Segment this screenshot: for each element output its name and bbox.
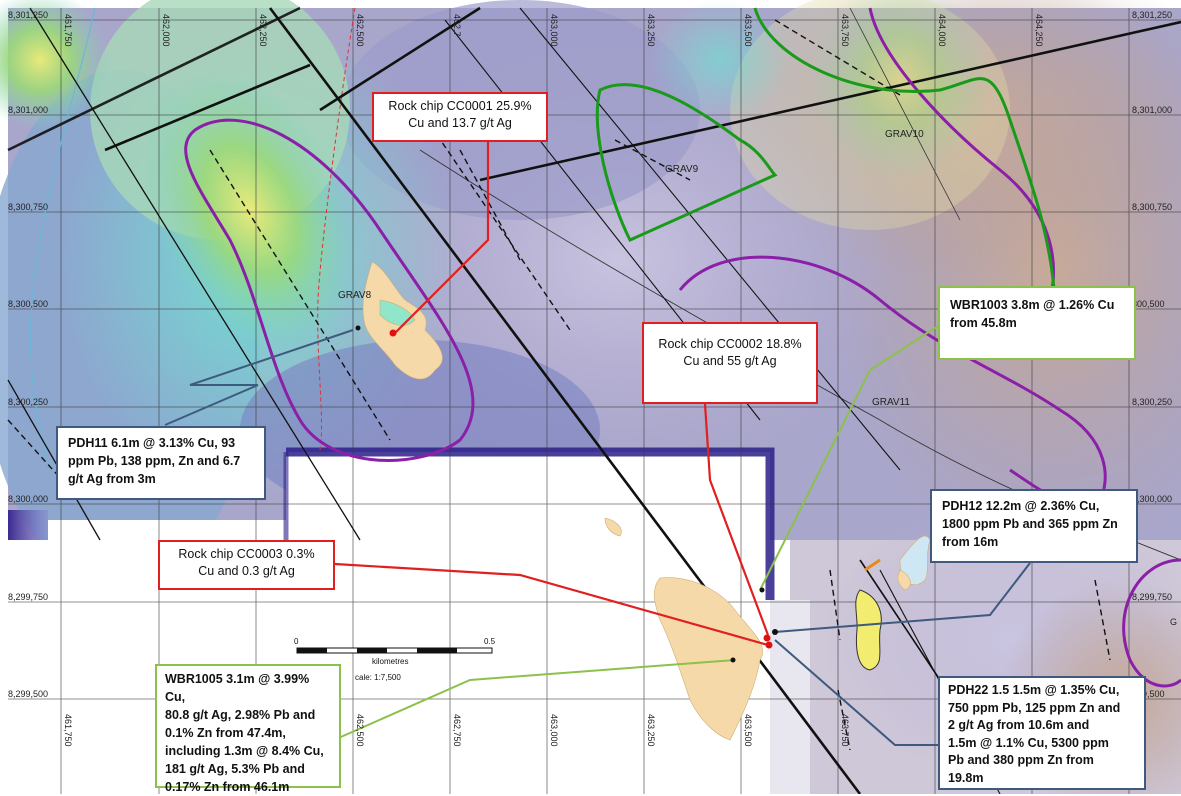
northing-label-left: 8,301,000 [8, 105, 48, 115]
callout-line: PDH11 6.1m @ 3.13% Cu, 93 [68, 436, 236, 450]
scale-ratio: cale: 1:7,500 [355, 673, 401, 682]
easting-label-bottom: 463,500 [743, 714, 753, 747]
faults [7, 6, 1181, 794]
coordinate-grid [8, 8, 1181, 794]
scale-bar: 0 0.5 kilometres cale: 1:7,500 [294, 637, 496, 682]
northing-label-left: 8,300,250 [8, 397, 48, 407]
callout-line: Cu and 55 g/t Ag [683, 354, 777, 368]
northing-label-right: 300,500 [1132, 299, 1165, 309]
northing-label-right: 299,500 [1132, 689, 1165, 699]
northing-label-right: 8,300,000 [1132, 494, 1172, 504]
callout-line: Cu and 0.3 g/t Ag [198, 564, 295, 578]
easting-label-top: 462,7 [452, 14, 462, 37]
northing-label-left: 8,299,500 [8, 689, 48, 699]
northing-label-right: 8,299,750 [1132, 592, 1172, 602]
callout-line: from 45.8m [950, 316, 1017, 330]
callout-line: Rock chip CC0003 0.3% [178, 547, 315, 561]
sample-points [355, 325, 778, 663]
callout-line: 80.8 g/t Ag, 2.98% Pb and [165, 708, 316, 722]
edge-letter: G [1170, 617, 1177, 627]
easting-label-top: 463,000 [549, 14, 559, 47]
callout-line: ppm Pb, 138 ppm, Zn and 6.7 [68, 454, 241, 468]
callout-line: 750 ppm Pb, 125 ppm Zn and [948, 700, 1121, 715]
callout-line: Pb and 380 ppm Zn from [948, 753, 1094, 767]
callout-line: PDH22 1.5 1.5m @ 1.35% Cu, [948, 683, 1120, 697]
callout-line: PDH12 12.2m @ 2.36% Cu, [942, 499, 1100, 513]
easting-label-top: 464,250 [1034, 14, 1044, 47]
callout-cc0001: Rock chip CC0001 25.9% Cu and 13.7 g/t A… [372, 92, 548, 142]
callout-line: from 16m [942, 535, 999, 549]
easting-label-bottom: 463,750 [840, 714, 850, 747]
callout-line: including 1.3m @ 8.4% Cu, [165, 744, 324, 758]
northing-label-left: 8,300,500 [8, 299, 48, 309]
easting-label-top: 463,250 [646, 14, 656, 47]
callout-pdh11: PDH11 6.1m @ 3.13% Cu, 93 ppm Pb, 138 pp… [56, 426, 266, 500]
northing-label-left: 8,301,250 [8, 10, 48, 20]
callout-line: 1.5m @ 1.1% Cu, 5300 ppm [948, 735, 1109, 750]
easting-label-bottom: 463,250 [646, 714, 656, 747]
callout-line: 0.1% Zn from 47.4m, [165, 726, 286, 740]
grid-labels: 461,750 462,000 462,250 462,500 462,7 463,000… [8, 10, 1172, 747]
callout-line: 0.17% Zn from 46.1m [165, 780, 290, 794]
callout-pdh12: PDH12 12.2m @ 2.36% Cu, 1800 ppm Pb and … [930, 489, 1138, 563]
callout-line: 19.8m [948, 770, 984, 785]
target-labels: GRAV8 GRAV9 GRAV10 GRAV11 [338, 129, 924, 408]
northing-label-right: 8,300,250 [1132, 397, 1172, 407]
easting-label-bottom: 461,750 [63, 714, 73, 747]
target-label-grav11: GRAV11 [872, 397, 910, 408]
callout-cc0002: Rock chip CC0002 18.8% Cu and 55 g/t Ag [642, 322, 818, 404]
callout-wbr1005: WBR1005 3.1m @ 3.99% Cu, 80.8 g/t Ag, 2.… [155, 664, 341, 794]
northing-label-right: 8,301,250 [1132, 10, 1172, 20]
grav-outlines [595, 7, 1057, 301]
scale-start: 0 [294, 637, 299, 646]
northing-label-left: 8,300,750 [8, 202, 48, 212]
callout-line: Rock chip CC0001 25.9% [388, 99, 532, 113]
northing-label-right: 8,301,000 [1132, 105, 1172, 115]
northing-label-right: 8,300,750 [1132, 202, 1172, 212]
callout-line: WBR1003 3.8m @ 1.26% Cu [950, 298, 1115, 312]
target-label-grav9: GRAV9 [665, 164, 699, 175]
target-label-grav8: GRAV8 [338, 290, 372, 301]
easting-label-top: 462,500 [355, 14, 365, 47]
easting-label-bottom: 463,000 [549, 714, 559, 747]
target-label-grav10: GRAV10 [885, 129, 924, 140]
callout-line: 181 g/t Ag, 5.3% Pb and [165, 762, 305, 776]
callout-line: Cu and 13.7 g/t Ag [408, 116, 512, 130]
northing-label-left: 8,299,750 [8, 592, 48, 602]
dashed-structures [7, 19, 1111, 751]
scale-unit: kilometres [372, 657, 408, 666]
easting-label-top: 464,000 [937, 14, 947, 47]
callout-leaders [164, 142, 1031, 756]
callout-line: 1800 ppm Pb and 365 ppm Zn [942, 517, 1118, 531]
scale-end: 0.5 [484, 637, 496, 646]
callout-line: 2 g/t Ag from 10.6m and [948, 718, 1090, 732]
easting-label-bottom: 462,750 [452, 714, 462, 747]
easting-label-top: 461,750 [63, 14, 73, 47]
callout-line: WBR1005 3.1m @ 3.99% Cu, [165, 672, 310, 704]
easting-label-top: 462,250 [258, 14, 268, 47]
easting-label-top: 463,750 [840, 14, 850, 47]
callout-wbr1003: WBR1003 3.8m @ 1.26% Cu from 45.8m [938, 286, 1136, 360]
northing-label-left: 8,300,000 [8, 494, 48, 504]
callout-line: Rock chip CC0002 18.8% [658, 337, 802, 351]
callout-cc0003: Rock chip CC0003 0.3% Cu and 0.3 g/t Ag [158, 540, 335, 590]
outcrops [362, 261, 931, 741]
callout-pdh22: PDH22 1.5 1.5m @ 1.35% Cu, 750 ppm Pb, 1… [938, 676, 1146, 790]
easting-label-bottom: 462,500 [355, 714, 365, 747]
easting-label-top: 462,000 [161, 14, 171, 47]
easting-label-top: 463,500 [743, 14, 753, 47]
callout-line: g/t Ag from 3m [68, 472, 156, 486]
